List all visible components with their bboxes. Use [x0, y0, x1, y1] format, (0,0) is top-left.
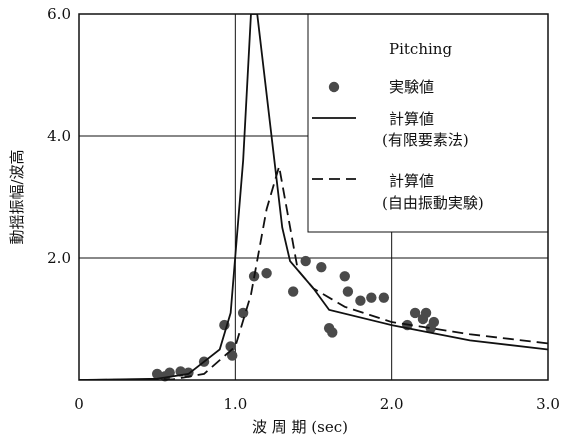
data-point: [287, 286, 299, 297]
data-point: [355, 295, 366, 306]
y-tick-label: 2.0: [47, 249, 71, 267]
data-point: [164, 367, 175, 378]
legend-marker-symbol: [328, 81, 340, 93]
x-tick-label: 0: [74, 395, 84, 413]
plot-frame: [78, 13, 549, 381]
legend-label: (有限要素法): [382, 131, 469, 149]
data-point: [339, 271, 350, 282]
data-point: [342, 286, 354, 297]
y-tick-label: 6.0: [47, 5, 71, 23]
data-point: [316, 261, 327, 273]
legend-label: 計算値: [389, 172, 434, 190]
ticks: 0 1.0 2.0 3.0 2.0 4.0 6.0: [47, 5, 560, 413]
legend-label: 計算値: [389, 110, 434, 128]
data-point: [366, 292, 377, 303]
solid-line-series: [79, 14, 548, 380]
data-point: [428, 316, 440, 328]
legend-label: (自由振動実験): [382, 194, 484, 212]
x-tick-label: 1.0: [223, 395, 247, 413]
data-point: [409, 307, 421, 319]
y-tick-label: 4.0: [47, 127, 71, 145]
dashed-line-series: [79, 166, 548, 380]
data-point: [327, 327, 338, 338]
y-axis-title: 動揺振幅/波高: [8, 149, 26, 244]
data-point: [227, 350, 238, 361]
x-tick-label: 2.0: [380, 395, 404, 413]
data-point: [420, 307, 432, 319]
data-point: [378, 292, 390, 303]
x-axis-title: 波 周 期 (sec): [252, 418, 348, 436]
data-point: [261, 268, 272, 279]
legend-box: [307, 13, 549, 233]
data-point: [151, 368, 163, 380]
series-layer: [79, 14, 548, 382]
data-point: [300, 255, 311, 267]
x-tick-label: 3.0: [536, 395, 560, 413]
legend-title: Pitching: [389, 40, 452, 58]
legend-label: 実験値: [389, 78, 434, 96]
